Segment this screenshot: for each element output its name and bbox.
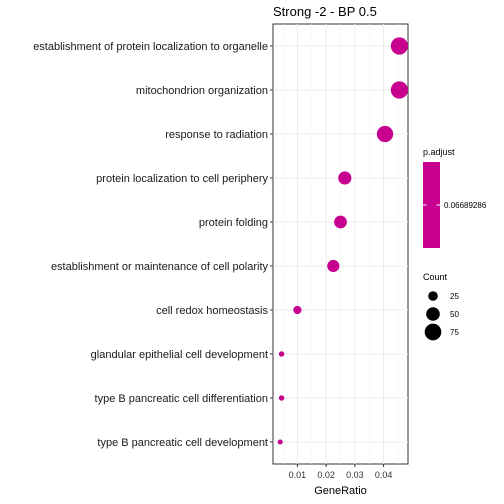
size-legend-dot — [426, 307, 440, 321]
size-legend-label: 50 — [450, 310, 459, 319]
size-legend-dot — [428, 291, 438, 301]
category-label: cell redox homeostasis — [156, 305, 268, 317]
size-legend: Count 25 50 75 — [423, 272, 459, 341]
category-label: protein folding — [199, 217, 268, 229]
data-point — [278, 395, 285, 401]
size-legend-label: 25 — [450, 292, 459, 301]
x-axis-title: GeneRatio — [314, 485, 367, 497]
chart-title: Strong -2 - BP 0.5 — [273, 4, 377, 19]
x-tick-label: 0.04 — [375, 470, 393, 480]
x-tick-label: 0.03 — [346, 470, 364, 480]
size-legend-dot — [424, 323, 442, 341]
category-label: glandular epithelial cell development — [91, 349, 268, 361]
data-point — [338, 171, 352, 185]
data-point — [390, 81, 408, 99]
data-point — [277, 439, 283, 445]
y-axis-ticks — [270, 45, 273, 443]
data-points — [277, 37, 408, 445]
x-axis-ticks: 0.01 0.02 0.03 0.04 — [289, 464, 393, 480]
category-label: mitochondrion organization — [136, 85, 268, 97]
size-legend-title: Count — [423, 272, 448, 282]
data-point — [327, 259, 340, 273]
x-tick-label: 0.02 — [317, 470, 335, 480]
color-legend-label: 0.06689286 — [444, 201, 487, 210]
data-point — [278, 351, 285, 357]
category-label: type B pancreatic cell differentiation — [95, 393, 268, 405]
category-label: protein localization to cell periphery — [96, 173, 268, 185]
category-label: establishment of protein localization to… — [33, 41, 268, 53]
category-label: type B pancreatic cell development — [97, 437, 268, 449]
size-legend-label: 75 — [450, 328, 459, 337]
category-label: establishment or maintenance of cell pol… — [51, 261, 269, 273]
size-legend-items: 25 50 75 — [424, 291, 459, 341]
color-legend-bar — [423, 162, 440, 248]
data-point — [376, 125, 394, 143]
x-tick-label: 0.01 — [289, 470, 307, 480]
data-point — [390, 37, 408, 55]
category-label: response to radiation — [165, 129, 268, 141]
color-legend: p.adjust 0.06689286 — [423, 147, 487, 248]
category-labels: establishment of protein localization to… — [33, 41, 268, 449]
data-point — [293, 305, 302, 315]
color-legend-title: p.adjust — [423, 147, 455, 157]
data-point — [334, 215, 347, 229]
